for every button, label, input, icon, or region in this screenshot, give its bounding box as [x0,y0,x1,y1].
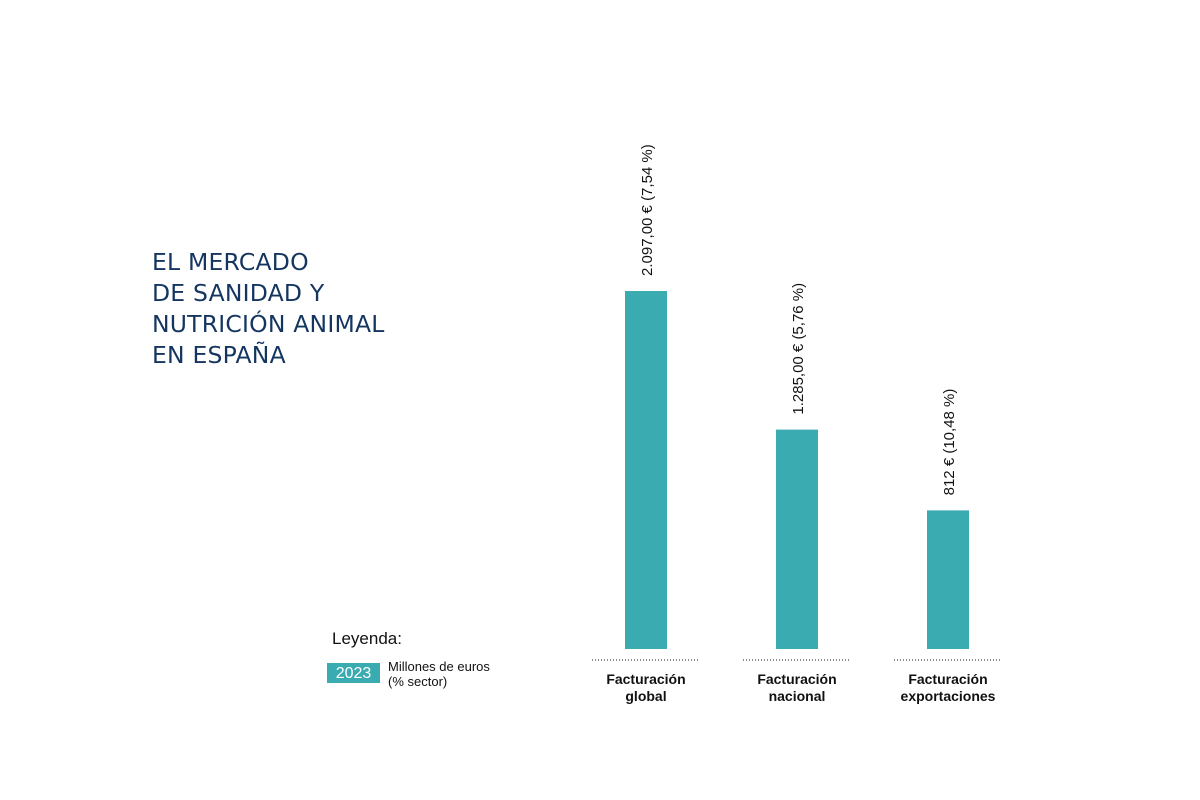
category-line: Facturación [606,671,686,687]
title-line: DE SANIDAD Y [152,279,325,307]
value-label: 1.285,00 € (5,76 %) [790,283,807,415]
legend-swatch-2023: 2023 [327,663,380,683]
bar [927,510,969,649]
legend-text: Millones de euros (% sector) [388,659,490,689]
category-line: Facturación [908,671,988,687]
category-line: Facturación [757,671,837,687]
title-line: NUTRICIÓN ANIMAL [152,310,385,338]
category-line: exportaciones [900,688,996,704]
bar [625,291,667,649]
bar [776,429,818,649]
chart-title: EL MERCADO DE SANIDAD Y NUTRICIÓN ANIMAL… [152,247,385,371]
title-line: EL MERCADO [152,248,309,276]
category-label: Facturación global [576,671,716,705]
legend-note: (% sector) [388,674,448,689]
category-line: global [625,688,667,704]
value-label: 812 € (10,48 %) [941,389,958,496]
legend-unit: Millones de euros [388,659,490,674]
title-line: EN ESPAÑA [152,341,286,369]
legend-title: Leyenda: [332,629,402,648]
category-line: nacional [768,688,826,704]
category-label: Facturación exportaciones [878,671,1018,705]
category-label: Facturación nacional [727,671,867,705]
value-label: 2.097,00 € (7,54 %) [639,144,656,276]
